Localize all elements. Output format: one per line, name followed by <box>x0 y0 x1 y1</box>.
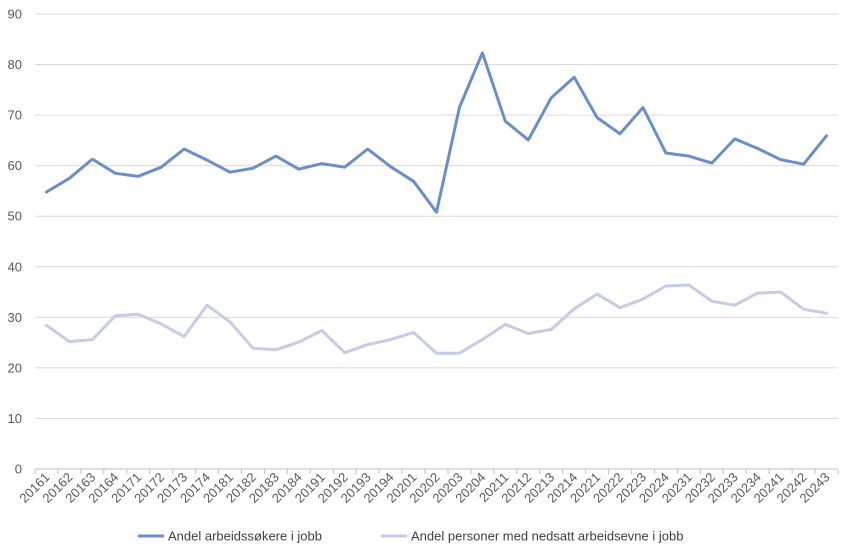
y-tick-label: 80 <box>8 57 22 72</box>
y-tick-label: 20 <box>8 360 22 375</box>
y-tick-label: 40 <box>8 259 22 274</box>
y-tick-label: 30 <box>8 310 22 325</box>
series-line-2 <box>45 283 828 355</box>
y-tick-label: 90 <box>8 7 22 22</box>
y-axis-tick-labels: 0 10 20 30 40 50 60 70 80 90 <box>8 7 22 477</box>
y-tick-label: 10 <box>8 411 22 426</box>
x-axis-tick-labels: 2016120162201632016420171201722017320174… <box>16 470 832 506</box>
legend-label: Andel arbeidssøkere i jobb <box>168 529 322 544</box>
y-tick-label: 0 <box>15 462 22 477</box>
legend-label: Andel personer med nedsatt arbeidsevne i… <box>411 529 683 544</box>
legend: Andel arbeidssøkere i jobb Andel personer… <box>138 529 683 544</box>
series-lines <box>45 51 828 355</box>
series-line-1 <box>45 51 828 214</box>
gridlines <box>35 13 838 470</box>
x-axis <box>34 468 839 474</box>
y-tick-label: 70 <box>8 108 22 123</box>
y-tick-label: 60 <box>8 158 22 173</box>
y-tick-label: 50 <box>8 209 22 224</box>
